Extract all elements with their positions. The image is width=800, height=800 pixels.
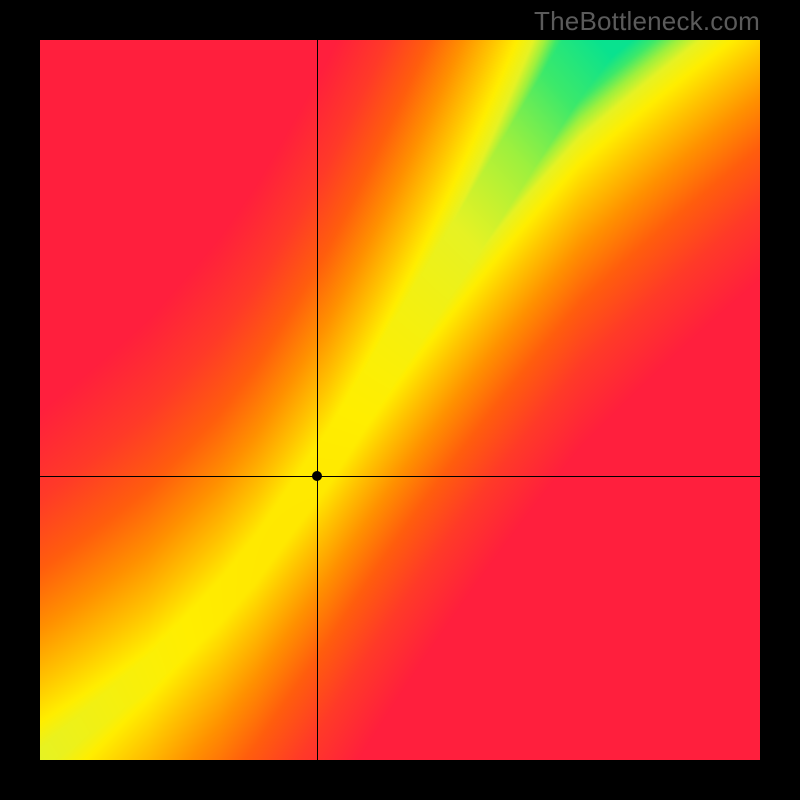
crosshair-horizontal bbox=[40, 476, 760, 477]
heatmap-canvas bbox=[40, 40, 760, 760]
crosshair-vertical bbox=[317, 40, 318, 760]
watermark-text: TheBottleneck.com bbox=[534, 6, 760, 37]
chart-frame: TheBottleneck.com bbox=[0, 0, 800, 800]
marker-dot bbox=[312, 471, 322, 481]
